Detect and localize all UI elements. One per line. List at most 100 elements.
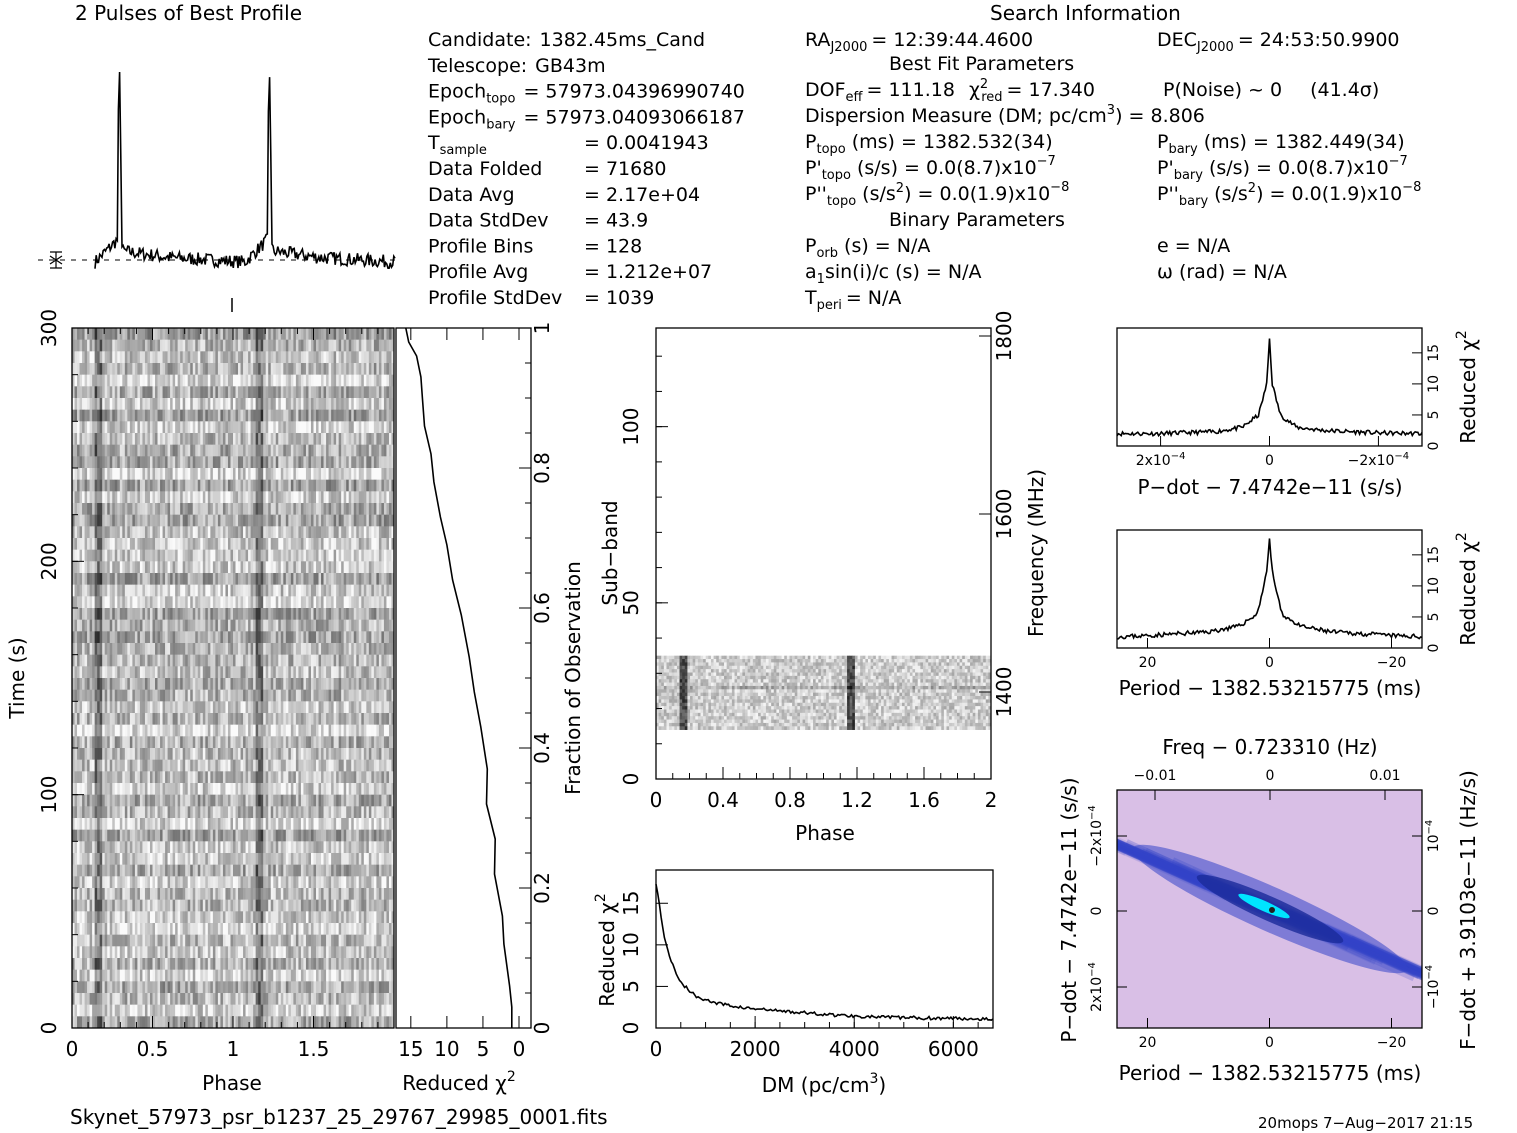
time-phase-cell <box>124 491 128 504</box>
time-phase-cell <box>303 631 307 644</box>
time-phase-cell <box>149 701 153 714</box>
time-phase-cell <box>283 666 287 679</box>
time-phase-cell <box>313 456 317 469</box>
time-phase-cell <box>165 386 168 399</box>
time-phase-cell <box>288 421 292 434</box>
time-phase-cell <box>197 689 201 702</box>
time-phase-cell <box>205 514 209 527</box>
time-phase-cell <box>336 736 339 749</box>
time-phase-cell <box>160 468 163 480</box>
time-phase-cell <box>331 631 334 644</box>
time-phase-cell <box>129 444 133 457</box>
time-phase-cell <box>79 491 83 504</box>
time-phase-cell <box>250 573 254 585</box>
time-phase-cell <box>270 479 274 492</box>
time-phase-cell <box>378 514 382 527</box>
time-phase-cell <box>114 398 118 410</box>
time-phase-cell <box>227 771 231 784</box>
time-phase-cell <box>162 433 166 445</box>
time-phase-cell <box>152 386 156 399</box>
time-phase-cell <box>303 596 307 609</box>
time-phase-cell <box>338 444 342 457</box>
time-phase-cell <box>240 328 244 340</box>
time-phase-cell <box>202 596 206 609</box>
time-phase-cell <box>97 468 100 480</box>
time-phase-cell <box>363 339 367 352</box>
time-phase-cell <box>102 351 106 364</box>
time-phase-cell <box>147 643 151 655</box>
time-phase-cell <box>346 526 350 539</box>
time-phase-cell <box>134 654 138 667</box>
time-phase-cell <box>157 398 161 410</box>
time-phase-cell <box>99 573 103 585</box>
time-phase-cell <box>361 596 365 609</box>
time-phase-cell <box>336 386 339 399</box>
time-phase-cell <box>82 643 85 655</box>
time-phase-cell <box>391 503 395 515</box>
time-phase-cell <box>222 538 226 550</box>
time-phase-cell <box>275 643 279 655</box>
time-phase-cell <box>283 573 287 585</box>
time-phase-cell <box>250 724 254 737</box>
time-phase-cell <box>280 689 284 702</box>
time-phase-cell <box>293 678 297 690</box>
time-phase-cell <box>338 689 342 702</box>
time-phase-cell <box>343 514 347 527</box>
time-phase-cell <box>152 771 156 784</box>
time-phase-cell <box>220 724 224 737</box>
time-phase-cell <box>388 363 392 375</box>
time-phase-cell <box>207 736 211 749</box>
time-phase-cell <box>331 596 334 609</box>
time-phase-cell <box>129 549 133 562</box>
time-phase-cell <box>92 584 95 597</box>
time-phase-cell <box>172 584 176 597</box>
time-phase-cell <box>373 503 377 515</box>
time-phase-cell <box>336 561 339 574</box>
time-phase-cell <box>119 689 123 702</box>
time-phase-cell <box>182 689 186 702</box>
time-phase-cell <box>331 561 334 574</box>
time-phase-cell <box>89 736 93 749</box>
time-phase-cell <box>185 631 189 644</box>
time-phase-cell <box>92 503 95 515</box>
time-phase-cell <box>293 398 297 410</box>
time-phase-cell <box>72 771 75 784</box>
time-phase-cell <box>122 514 126 527</box>
time-phase-cell <box>92 736 95 749</box>
time-phase-cell <box>333 351 337 364</box>
time-phase-cell <box>144 351 148 364</box>
time-phase-cell <box>217 759 221 772</box>
time-phase-cell <box>348 538 352 550</box>
time-phase-cell <box>200 748 204 760</box>
time-phase-cell <box>255 491 259 504</box>
time-phase-cell <box>122 328 126 340</box>
time-phase-cell <box>338 351 342 364</box>
time-phase-cell <box>167 526 171 539</box>
time-phase-cell <box>278 713 282 725</box>
a1-line: a1sin(i)/c (s) = N/A <box>805 261 981 287</box>
time-phase-cell <box>152 328 156 340</box>
time-phase-cell <box>225 433 229 445</box>
time-phase-cell <box>190 596 194 609</box>
time-phase-cell <box>92 526 95 539</box>
time-phase-cell <box>84 631 88 644</box>
time-phase-cell <box>278 643 282 655</box>
time-phase-cell <box>391 689 395 702</box>
time-phase-cell <box>107 398 111 410</box>
time-phase-cell <box>149 433 153 445</box>
time-phase-cell <box>250 386 254 399</box>
time-phase-cell <box>172 561 176 574</box>
time-phase-cell <box>341 666 344 679</box>
time-phase-cell <box>310 713 314 725</box>
time-phase-cell <box>298 351 302 364</box>
time-phase-cell <box>318 619 322 632</box>
time-phase-cell <box>381 351 385 364</box>
time-phase-cell <box>74 608 78 620</box>
time-phase-cell <box>230 526 234 539</box>
time-phase-cell <box>114 433 118 445</box>
time-phase-cell <box>270 468 274 480</box>
time-phase-cell <box>175 549 178 562</box>
time-phase-cell <box>127 386 131 399</box>
time-phase-cell <box>190 421 194 434</box>
time-phase-cell <box>260 713 264 725</box>
